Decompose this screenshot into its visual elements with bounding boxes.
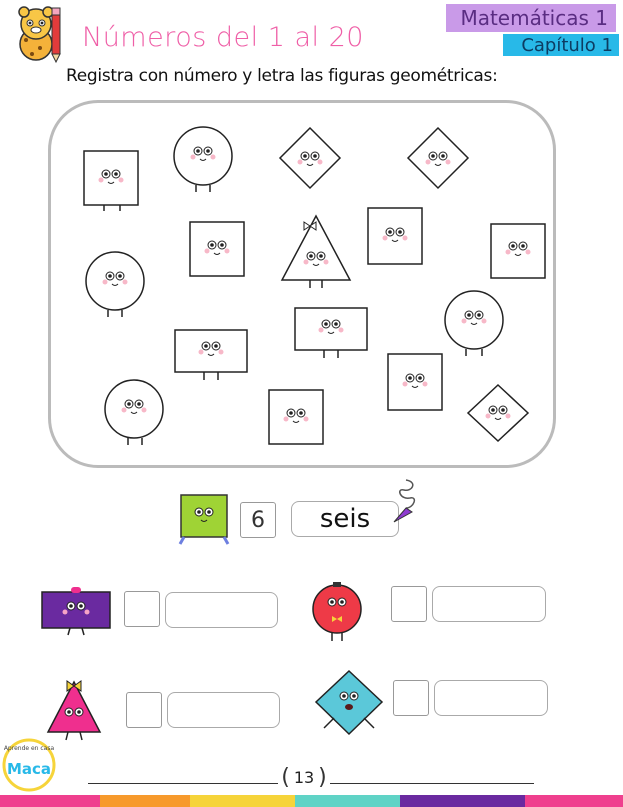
logo-text: Maca (7, 760, 51, 778)
answer-number-box-1[interactable] (124, 591, 160, 627)
answer-word-box-2[interactable] (432, 586, 546, 622)
instruction-text: Registra con número y letra las figuras … (66, 66, 498, 86)
footer-stripe-purple (400, 795, 525, 807)
footer-stripe-pink2 (525, 795, 623, 807)
page-number-text: 13 (293, 767, 315, 787)
answer-number-box-3[interactable] (126, 692, 162, 728)
pink-triangle-figure (44, 676, 104, 744)
answer-word-box-1[interactable] (165, 592, 278, 628)
red-circle-figure (310, 572, 364, 644)
bracket-left: ( (281, 764, 290, 790)
maca-logo: Aprende en casa Maca (2, 738, 56, 792)
chapter-badge: Capítulo 1 (503, 34, 619, 56)
shapes-illustration (83, 126, 546, 445)
triangle-figure (280, 214, 352, 281)
square-figure (83, 150, 546, 445)
cyan-rhombus-figure (312, 668, 386, 740)
circle-figure (85, 126, 504, 439)
answer-number-box-4[interactable] (393, 680, 429, 716)
purple-rectangle-figure (40, 584, 114, 636)
footer-stripe-orange (100, 795, 190, 807)
subject-badge: Matemáticas 1 (446, 4, 616, 32)
mascot-leopard-icon (14, 4, 66, 64)
page-title: Números del 1 al 20 (82, 22, 364, 53)
page-number: ( 13 ) (278, 764, 330, 790)
footer-stripe-pink (0, 795, 100, 807)
example-number-box: 6 (240, 502, 276, 538)
footer-stripe-green (295, 795, 400, 807)
pencil-swirl-icon (388, 478, 422, 524)
answer-word-box-4[interactable] (434, 680, 548, 716)
answer-number-box-2[interactable] (391, 586, 427, 622)
footer-stripe-yellow (190, 795, 295, 807)
bracket-right: ) (318, 764, 327, 790)
example-word-box: seis (291, 501, 399, 537)
answer-word-box-3[interactable] (167, 692, 280, 728)
logo-ring-text: Aprende en casa (4, 745, 55, 752)
rectangle-figure (174, 307, 368, 373)
example-square-figure (178, 490, 232, 546)
rhombus-figure (278, 126, 530, 443)
shapes-panel (48, 100, 556, 468)
